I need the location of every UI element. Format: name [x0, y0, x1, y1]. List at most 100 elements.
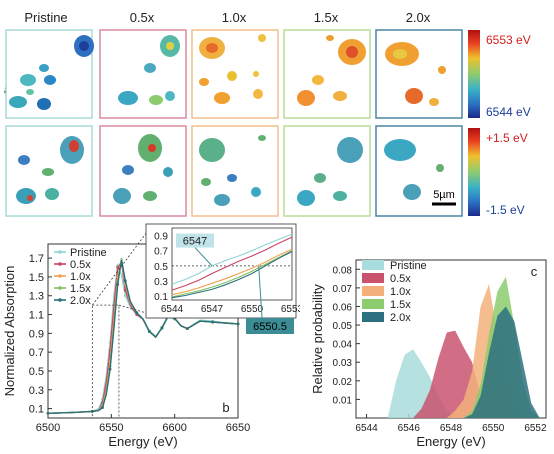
column-header-pristine: Pristine [24, 10, 67, 25]
panel-b-chart: 6500 6550 6600 6650 0.1 0.3 0.5 0.7 0.9 1.1 1.3 1.5… [2, 223, 300, 449]
y-tick-label: 0.7 [29, 347, 44, 359]
particles-1-0x-shift [199, 135, 266, 206]
annotation-6547: 6547 [183, 236, 207, 248]
inset-x-tick-label: 6547 [201, 304, 224, 315]
annotation-6547-arrow [194, 247, 213, 267]
zoom-box [91, 304, 120, 419]
inset-y-tick-label: 0.3 [154, 277, 168, 288]
panel-c-chart: 6544 6546 6548 6550 6552 0.01 0.02 0.03 0.04 0.05… [310, 259, 547, 449]
frame-2-0x-energy [375, 29, 463, 119]
plot-frame [47, 243, 239, 419]
data-point [160, 326, 164, 330]
y-tick-label: 0.5 [29, 366, 44, 378]
y-axis-label: Normalized Absorption [2, 266, 17, 397]
colorbar-shift-max-label: +1.5 eV [486, 131, 528, 145]
particles-2-0x-energy [385, 42, 446, 106]
legend-label: 1.5x [70, 283, 91, 295]
legend-swatch [362, 299, 384, 309]
y-tick-label: 1.7 [29, 253, 44, 265]
inset-x-tick-label: 6550 [241, 304, 264, 315]
particles-1-0x-energy [199, 34, 266, 104]
y-tick-label: 1.5 [29, 272, 44, 284]
panel-b-label: b [222, 400, 229, 415]
legend-label: 1.0x [390, 286, 411, 298]
y-tick-label: 0.03 [333, 358, 353, 369]
data-point [185, 327, 189, 331]
particles-pristine-energy [9, 35, 94, 110]
inset-series-line [171, 233, 293, 285]
annotation-6550-5-arrow [258, 265, 263, 319]
y-tick-label: 0.04 [333, 340, 353, 351]
y-tick-label: 1.1 [29, 310, 44, 322]
colorbar-energy [468, 30, 480, 118]
legend-label: 1.5x [390, 299, 411, 311]
legend-label: 2.0x [390, 312, 411, 324]
particles-1-5x-energy [297, 35, 366, 106]
zoom-connector [92, 227, 151, 306]
data-point [211, 320, 215, 324]
data-point [101, 406, 104, 410]
column-header-0-5x: 0.5x [130, 10, 155, 25]
legend-swatch [362, 260, 384, 270]
y-tick-label: 0.07 [333, 284, 353, 295]
y-axis-label: Relative probability [310, 284, 325, 394]
colorbar-energy-min-label: 6544 eV [486, 105, 531, 119]
legend-label: Pristine [390, 260, 427, 272]
inset-x-tick-label: 6544 [161, 304, 184, 315]
legend-swatch [362, 286, 384, 296]
zoom-connector [118, 304, 151, 315]
y-tick-label: 0.06 [333, 302, 353, 313]
y-tick-label: 0.02 [333, 377, 353, 388]
inset-y-tick-label: 0.7 [154, 247, 168, 258]
annotation-6550-5: 6550.5 [253, 321, 287, 333]
x-tick-label: 6546 [398, 423, 421, 434]
y-tick-label: 0.08 [333, 265, 353, 276]
legend-label: 0.5x [390, 273, 411, 285]
data-point [46, 411, 50, 415]
legend-marker [58, 274, 62, 278]
inset-x-tick-label: 6553 [281, 304, 300, 315]
column-header-1-5x: 1.5x [314, 10, 339, 25]
inset-y-tick-label: 0.9 [154, 232, 168, 243]
y-tick-label: 1.3 [29, 291, 44, 303]
data-point [147, 330, 151, 333]
column-header-2-0x: 2.0x [406, 10, 431, 25]
y-tick-label: 0.3 [29, 385, 44, 397]
x-tick-label: 6600 [162, 422, 186, 434]
area-series-0-5x [387, 330, 540, 418]
data-point [236, 322, 240, 326]
frame-2-0x-shift [375, 125, 463, 217]
data-point [135, 311, 139, 315]
legend-label: 0.5x [70, 259, 91, 271]
particles-2-0x-shift [384, 139, 444, 200]
panel-a-image-grid: a Pristine 0.5x 1.0x 1.5x 2.0x [4, 10, 531, 217]
legend-marker [58, 298, 62, 302]
x-tick-label: 6552 [524, 423, 547, 434]
legend-marker [58, 286, 62, 290]
colorbar-shift [468, 128, 480, 216]
inset-series-line [171, 248, 293, 296]
inset-series-line [171, 251, 293, 299]
particles-1-5x-shift [297, 137, 363, 206]
y-tick-label: 0.1 [29, 404, 44, 416]
colorbar-shift-min-label: -1.5 eV [486, 203, 525, 217]
x-tick-label: 6650 [226, 422, 250, 434]
particles-pristine-shift [16, 136, 84, 204]
data-point [108, 367, 112, 371]
column-header-1-0x: 1.0x [222, 10, 247, 25]
x-tick-label: 6500 [36, 422, 60, 434]
x-axis-label: Energy (eV) [108, 434, 177, 449]
legend-swatch [362, 312, 384, 322]
panel-c-label: c [531, 264, 538, 279]
legend-label: 2.0x [70, 295, 91, 307]
x-tick-label: 6548 [440, 423, 463, 434]
annotation-6547-box [176, 233, 214, 248]
x-tick-label: 6544 [355, 423, 378, 434]
legend-marker [58, 250, 62, 254]
particles-0-5x-energy [118, 35, 180, 105]
scale-bar-label: 5µm [433, 189, 455, 201]
data-point [116, 283, 120, 286]
x-tick-label: 6550 [99, 422, 123, 434]
y-tick-label: 0.9 [29, 328, 44, 340]
